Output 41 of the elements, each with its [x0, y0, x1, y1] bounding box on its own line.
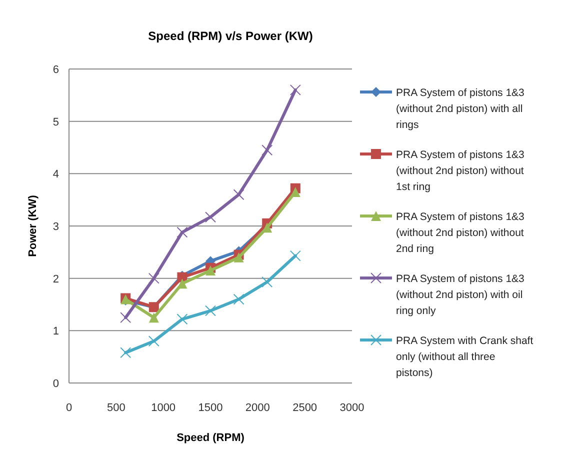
y-tick-label: 4 — [52, 168, 59, 181]
legend-label: PRA System of pistons 1&3 (without 2nd piston) with all rings — [396, 87, 525, 131]
x-tick-label: 0 — [66, 402, 72, 414]
point — [205, 305, 216, 316]
point — [233, 189, 244, 200]
x-tick-label: 2000 — [245, 402, 270, 414]
x-tick-label: 1500 — [198, 402, 223, 414]
y-tick-label: 2 — [52, 273, 59, 286]
y-tick-label: 5 — [52, 116, 59, 128]
point — [262, 144, 273, 156]
legend-label: PRA System of pistons 1&3 (without 2nd piston) without 2nd ring — [396, 211, 525, 255]
point — [206, 265, 216, 276]
legend-label: PRA System of pistons 1&3 (without 2nd piston) with oil ring only — [396, 273, 525, 317]
point — [148, 336, 160, 347]
legend-label: PRA System of pistons 1&3 (without 2nd piston) without 1st ring — [396, 149, 525, 193]
legend-label: PRA System with Crank shaft only (without all three pistons) — [396, 335, 534, 379]
point — [176, 226, 188, 238]
y-tick-label: 3 — [52, 221, 59, 233]
point — [290, 84, 301, 96]
point — [290, 186, 300, 197]
y-axis-title: Power (KW) — [27, 194, 39, 257]
point — [176, 314, 188, 325]
y-tick-label: 0 — [52, 378, 59, 390]
point — [120, 347, 132, 358]
point — [234, 252, 244, 262]
point — [120, 312, 132, 324]
point — [205, 212, 216, 223]
point — [148, 312, 159, 323]
x-tick-label: 3000 — [340, 402, 364, 414]
point — [233, 294, 244, 305]
y-tick-label: 1 — [52, 326, 59, 338]
x-tick-label: 500 — [106, 402, 126, 414]
point — [177, 278, 188, 289]
point — [290, 250, 301, 262]
x-axis-title: Speed (RPM) — [176, 432, 245, 444]
point — [148, 272, 160, 284]
chart-title: Speed (RPM) v/s Power (KW) — [148, 29, 313, 43]
point — [262, 276, 273, 288]
x-tick-label: 1000 — [151, 402, 176, 414]
x-tick-label: 2500 — [292, 402, 318, 414]
y-tick-label: 6 — [52, 64, 59, 76]
